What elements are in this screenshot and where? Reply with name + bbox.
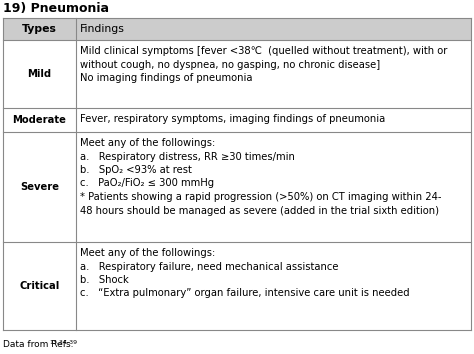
- Text: a.   Respiratory failure, need mechanical assistance: a. Respiratory failure, need mechanical …: [80, 262, 338, 272]
- Text: 13,34-39: 13,34-39: [49, 340, 77, 345]
- Text: Meet any of the followings:: Meet any of the followings:: [80, 138, 215, 148]
- Text: Meet any of the followings:: Meet any of the followings:: [80, 248, 215, 258]
- Text: Mild clinical symptoms [fever <38℃  (quelled without treatment), with or: Mild clinical symptoms [fever <38℃ (quel…: [80, 46, 447, 56]
- Text: Data from Refs.: Data from Refs.: [3, 340, 73, 349]
- Text: 19) Pneumonia: 19) Pneumonia: [3, 2, 109, 15]
- Text: without cough, no dyspnea, no gasping, no chronic disease]: without cough, no dyspnea, no gasping, n…: [80, 59, 380, 69]
- Text: 48 hours should be managed as severe (added in the trial sixth edition): 48 hours should be managed as severe (ad…: [80, 206, 438, 216]
- Text: Fever, respiratory symptoms, imaging findings of pneumonia: Fever, respiratory symptoms, imaging fin…: [80, 114, 385, 124]
- Text: Findings: Findings: [80, 24, 124, 34]
- Text: c.   “Extra pulmonary” organ failure, intensive care unit is needed: c. “Extra pulmonary” organ failure, inte…: [80, 289, 409, 298]
- Text: b.   SpO₂ <93% at rest: b. SpO₂ <93% at rest: [80, 165, 191, 175]
- Text: Types: Types: [22, 24, 57, 34]
- Text: Critical: Critical: [19, 281, 59, 291]
- Bar: [3, 18, 471, 40]
- Text: * Patients showing a rapid progression (>50%) on CT imaging within 24-: * Patients showing a rapid progression (…: [80, 192, 441, 202]
- Text: a.   Respiratory distress, RR ≥30 times/min: a. Respiratory distress, RR ≥30 times/mi…: [80, 152, 294, 161]
- Text: Severe: Severe: [20, 182, 59, 192]
- Text: c.   PaO₂/FiO₂ ≤ 300 mmHg: c. PaO₂/FiO₂ ≤ 300 mmHg: [80, 178, 214, 188]
- Text: Moderate: Moderate: [12, 115, 66, 125]
- Text: No imaging findings of pneumonia: No imaging findings of pneumonia: [80, 73, 252, 83]
- Text: b.   Shock: b. Shock: [80, 275, 128, 285]
- Text: Mild: Mild: [27, 69, 51, 79]
